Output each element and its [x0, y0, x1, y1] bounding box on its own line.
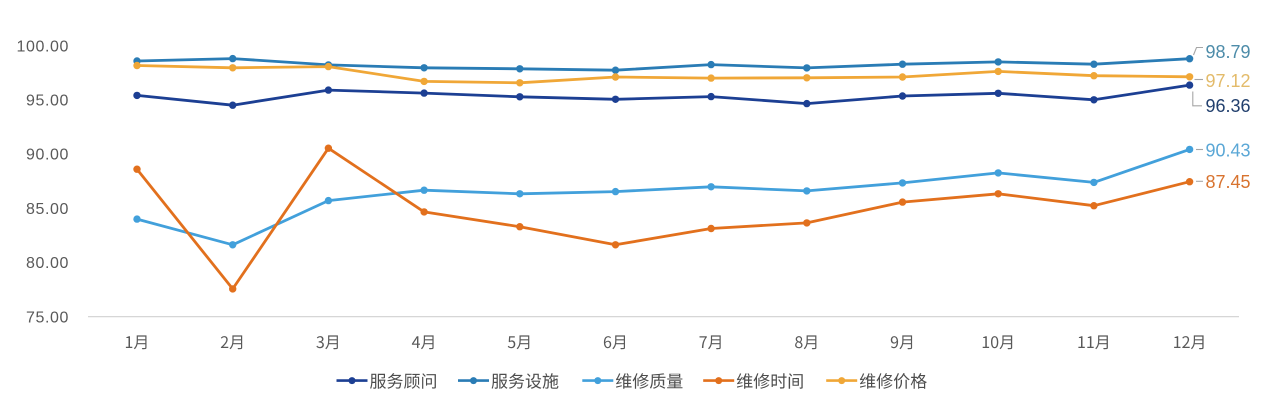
svg-text:90.00: 90.00: [26, 147, 69, 164]
svg-text:98.79: 98.79: [1206, 42, 1251, 62]
svg-text:85.00: 85.00: [26, 201, 69, 218]
svg-text:80.00: 80.00: [26, 255, 69, 272]
svg-text:100.00: 100.00: [16, 38, 69, 55]
svg-text:96.36: 96.36: [1206, 96, 1251, 116]
svg-text:75.00: 75.00: [26, 309, 69, 326]
svg-text:87.45: 87.45: [1206, 172, 1251, 192]
svg-text:95.00: 95.00: [26, 93, 69, 110]
svg-text:97.12: 97.12: [1206, 71, 1251, 91]
svg-text:90.43: 90.43: [1206, 141, 1251, 161]
